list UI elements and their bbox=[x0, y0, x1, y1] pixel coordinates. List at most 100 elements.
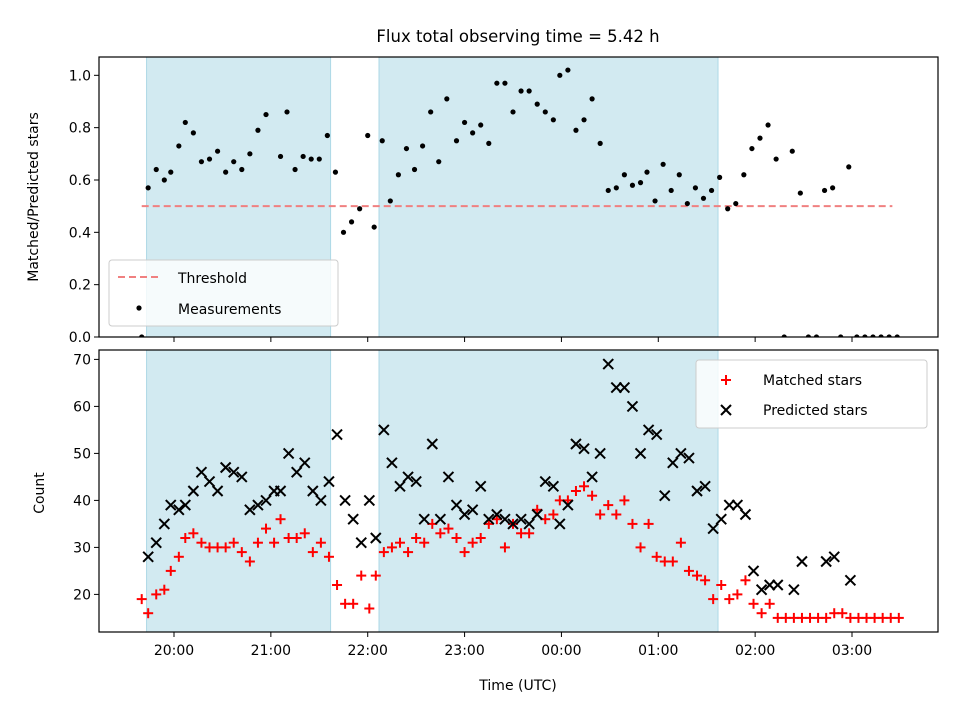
measurement-point bbox=[436, 159, 442, 165]
predicted-star-marker bbox=[562, 499, 574, 511]
matched-star-marker bbox=[716, 580, 727, 590]
shaded-interval bbox=[378, 56, 719, 338]
axes-frame bbox=[98, 56, 939, 338]
measurement-point bbox=[749, 145, 755, 152]
matched-star-marker bbox=[708, 594, 719, 605]
matched-star-marker bbox=[635, 542, 646, 553]
measurement-point bbox=[565, 67, 571, 73]
predicted-star-marker bbox=[274, 485, 287, 497]
measurement-point bbox=[206, 156, 213, 162]
measurement-point bbox=[263, 111, 269, 118]
predicted-star-marker bbox=[378, 424, 390, 436]
measurement-point bbox=[676, 172, 682, 178]
matched-star-marker bbox=[159, 584, 170, 595]
y-tick-label: 20 bbox=[73, 587, 91, 603]
predicted-star-marker bbox=[179, 499, 192, 511]
matched-star-marker bbox=[165, 565, 176, 576]
predicted-star-marker bbox=[531, 508, 543, 521]
legend-entry-measurements: Measurements bbox=[136, 302, 281, 318]
measurement-point bbox=[708, 187, 715, 194]
predicted-star-marker bbox=[642, 424, 655, 436]
predicted-star-marker bbox=[219, 461, 232, 474]
measurement-point bbox=[223, 169, 229, 175]
predicted-star-marker bbox=[394, 480, 406, 493]
measurement-point bbox=[340, 229, 347, 235]
measurement-point bbox=[597, 140, 603, 146]
predicted-star-marker bbox=[173, 504, 185, 516]
measurement-point bbox=[550, 117, 556, 123]
legend-bottom: Matched stars Predicted stars bbox=[695, 359, 928, 429]
measurement-point bbox=[757, 135, 763, 141]
legend-entry-predicted: Predicted stars bbox=[720, 403, 868, 419]
predicted-star-marker bbox=[426, 438, 438, 450]
predicted-star-marker bbox=[570, 438, 582, 450]
matched-star-marker bbox=[403, 547, 414, 558]
predicted-star-marker bbox=[491, 508, 503, 521]
predicted-star-marker bbox=[820, 555, 832, 568]
matched-star-marker bbox=[364, 603, 375, 614]
x-axis-label: Time (UTC) bbox=[478, 678, 556, 694]
measurement-point bbox=[161, 177, 167, 183]
predicted-star-marker bbox=[307, 485, 319, 497]
measurement-point bbox=[862, 334, 868, 337]
matched-star-marker bbox=[307, 547, 318, 558]
measurement-point bbox=[621, 172, 627, 178]
measurement-point bbox=[395, 172, 401, 178]
measurement-point bbox=[821, 187, 828, 194]
matched-star-marker bbox=[173, 551, 184, 562]
predicted-star-marker bbox=[739, 508, 752, 521]
matched-star-marker bbox=[579, 481, 590, 492]
predicted-star-marker bbox=[434, 513, 447, 525]
predicted-star-marker bbox=[483, 513, 495, 525]
measurement-point bbox=[371, 224, 377, 230]
matched-star-marker bbox=[732, 589, 743, 600]
matched-star-marker bbox=[188, 528, 199, 539]
measurement-point bbox=[789, 148, 795, 154]
matched-star-marker bbox=[196, 537, 207, 548]
measurement-point bbox=[453, 138, 460, 144]
predicted-star-marker bbox=[203, 475, 216, 488]
predicted-star-marker bbox=[586, 471, 598, 483]
y-tick-label: 40 bbox=[73, 493, 91, 509]
measurement-point bbox=[153, 166, 159, 173]
measurement-point bbox=[637, 180, 644, 186]
predicted-star-marker bbox=[211, 485, 224, 497]
predicted-star-marker bbox=[244, 504, 256, 516]
predicted-star-marker bbox=[386, 457, 398, 469]
predicted-star-marker bbox=[195, 466, 208, 478]
measurement-point bbox=[387, 198, 393, 204]
predicted-star-marker bbox=[165, 499, 177, 511]
predicted-star-marker bbox=[547, 480, 560, 493]
predicted-star-marker bbox=[347, 513, 359, 525]
matched-star-marker bbox=[299, 528, 310, 539]
predicted-star-marker bbox=[828, 551, 840, 563]
predicted-star-marker bbox=[339, 494, 351, 507]
y-tick-label: 0.4 bbox=[69, 225, 91, 241]
matched-star-marker bbox=[643, 518, 654, 529]
matched-star-marker bbox=[136, 594, 147, 605]
measurement-point bbox=[518, 88, 524, 94]
matched-star-marker bbox=[499, 542, 510, 553]
legend-top: Threshold Measurements bbox=[108, 259, 339, 327]
y-tick-label: 0.0 bbox=[69, 330, 91, 346]
predicted-star-marker bbox=[150, 536, 162, 549]
matched-star-marker bbox=[619, 495, 630, 506]
predicted-star-marker bbox=[187, 485, 200, 497]
matched-star-marker bbox=[692, 570, 703, 581]
predicted-star-marker bbox=[844, 574, 857, 587]
y-tick-label: 0.6 bbox=[69, 173, 91, 189]
predicted-star-marker bbox=[554, 518, 566, 530]
predicted-star-marker bbox=[290, 466, 303, 478]
predicted-star-marker bbox=[683, 452, 695, 464]
y-tick-label: 30 bbox=[73, 540, 91, 556]
matched-star-marker bbox=[587, 490, 598, 501]
matched-star-marker bbox=[837, 608, 848, 619]
measurement-point bbox=[284, 109, 290, 115]
measurement-point bbox=[470, 130, 476, 136]
measurement-point bbox=[255, 127, 261, 133]
matched-star-marker bbox=[740, 575, 751, 586]
x-tick-label: 01:00 bbox=[638, 643, 678, 659]
predicted-star-marker bbox=[515, 513, 527, 525]
measurement-point bbox=[292, 166, 298, 173]
